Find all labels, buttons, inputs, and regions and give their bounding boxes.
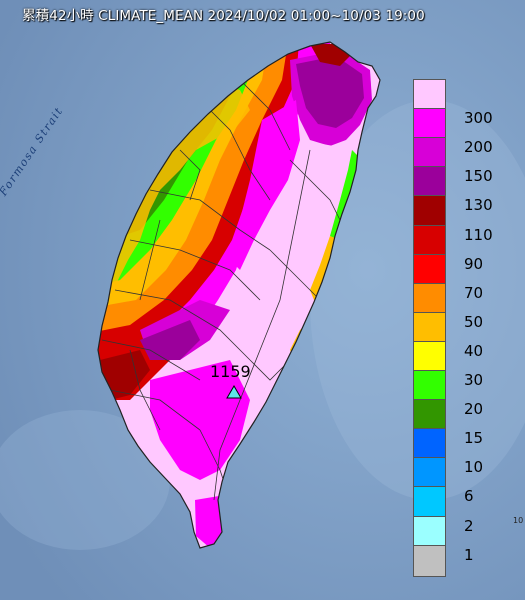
legend-swatch: [413, 340, 446, 373]
legend-label: 150: [464, 167, 493, 186]
legend-label: 110: [464, 225, 493, 244]
max-value-label: 1159: [210, 362, 251, 381]
legend-swatch: [413, 370, 446, 402]
legend-swatch: [413, 224, 446, 257]
legend-label: 2: [464, 516, 474, 535]
legend-label: 300: [464, 109, 493, 128]
legend-swatch: [413, 166, 446, 199]
legend-swatch: [413, 544, 446, 577]
cloud-texture: [0, 410, 170, 550]
legend-label: 15: [464, 429, 484, 448]
legend-label: 6: [464, 487, 474, 506]
legend-label: 40: [464, 341, 484, 360]
legend-swatch: [413, 515, 446, 548]
legend-label: 20: [464, 400, 484, 419]
legend-swatch: [413, 253, 446, 286]
legend-label: 1: [464, 545, 474, 564]
edge-label: 10: [513, 516, 524, 525]
legend-label: 200: [464, 138, 493, 157]
legend-swatch: [413, 311, 446, 344]
legend-label: 130: [464, 196, 493, 215]
legend-label: 30: [464, 371, 484, 389]
legend-swatch: [413, 282, 446, 315]
county-boundaries: [101, 79, 346, 501]
map-title: 累積42小時 CLIMATE_MEAN 2024/10/02 01:00~10/…: [22, 8, 425, 24]
legend-swatch: [413, 457, 446, 490]
legend-swatch: [413, 137, 446, 170]
legend-swatch: [413, 428, 446, 461]
legend-label: 50: [464, 312, 484, 331]
legend-label: 10: [464, 458, 484, 477]
legend-label: 90: [464, 254, 484, 273]
legend-swatch: [413, 195, 446, 228]
legend-label: 70: [464, 283, 484, 302]
legend-swatch: [413, 79, 446, 111]
max-station-marker: [226, 385, 242, 399]
legend-swatch: [413, 399, 446, 432]
legend-swatch: [413, 486, 446, 519]
legend-swatch: [413, 108, 446, 141]
